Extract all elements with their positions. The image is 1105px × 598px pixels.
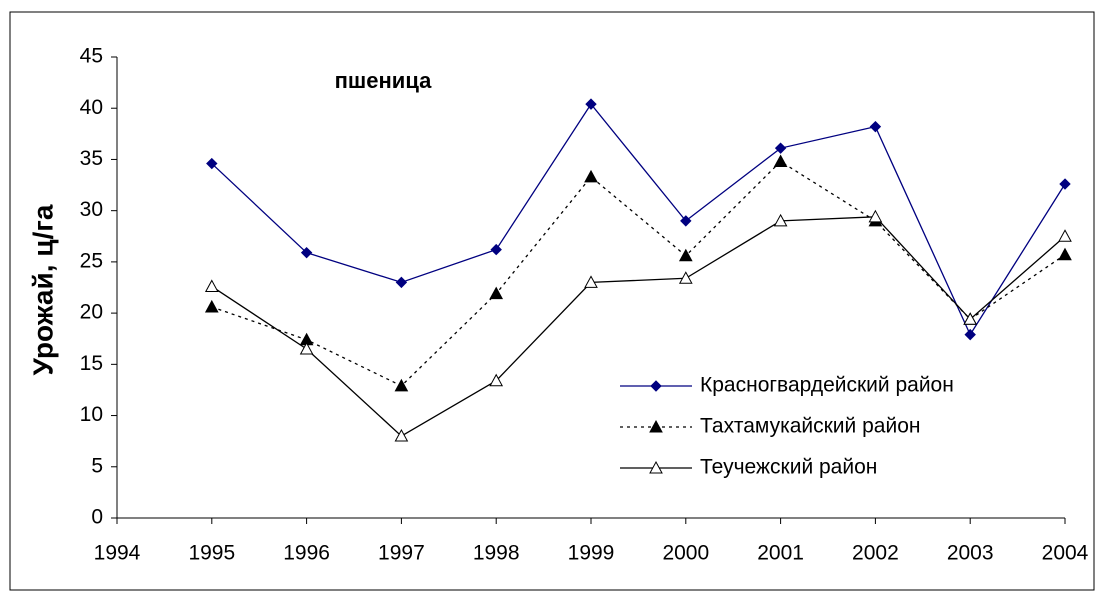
point (584, 169, 598, 183)
point (869, 120, 882, 133)
x-tick-label: 1998 (473, 542, 520, 565)
x-tick-label: 1997 (378, 542, 425, 565)
x-tick-label: 2001 (757, 542, 804, 565)
point (678, 248, 693, 262)
point (489, 286, 504, 300)
y-tick-label: 25 (80, 249, 103, 272)
y-tick-label: 30 (80, 198, 103, 221)
point (964, 328, 976, 341)
point (300, 246, 313, 259)
legend-marker (649, 419, 663, 433)
point (963, 312, 978, 325)
point (584, 275, 598, 288)
series-line (211, 216, 1066, 437)
chart-title: пшеница (335, 68, 432, 93)
point (585, 98, 597, 110)
point (394, 378, 409, 392)
y-tick-label: 5 (91, 454, 103, 477)
x-tick-label: 1995 (188, 542, 235, 565)
x-tick-label: 1994 (94, 542, 141, 565)
y-axis-label: Урожай, ц/га (27, 204, 58, 375)
point (1058, 229, 1072, 242)
x-tick-label: 1996 (283, 542, 330, 565)
legend-label: Теучежский район (700, 456, 877, 479)
point (678, 271, 693, 284)
point (680, 215, 692, 227)
chart-frame (9, 11, 1095, 591)
x-tick-label: 2000 (662, 542, 709, 565)
point (774, 142, 787, 154)
point (868, 209, 883, 223)
x-tick-label: 1999 (568, 542, 615, 565)
point (204, 279, 219, 292)
y-tick-label: 0 (91, 506, 103, 529)
y-tick-label: 35 (80, 147, 103, 170)
x-tick-label: 2004 (1042, 542, 1089, 565)
point (773, 154, 788, 167)
point (394, 428, 409, 442)
legend-label: Тахтамукайский район (700, 415, 920, 438)
point (206, 157, 218, 170)
point (490, 243, 502, 256)
series-line (211, 160, 1066, 387)
y-tick-label: 20 (80, 301, 103, 324)
legend-label: Красногвардейский район (700, 374, 954, 397)
point (299, 341, 314, 355)
point (395, 276, 408, 289)
legend-marker (649, 460, 663, 474)
point (773, 213, 788, 227)
legend-marker (650, 380, 662, 392)
y-tick-label: 40 (80, 96, 103, 119)
y-tick-label: 10 (80, 403, 103, 426)
point (204, 299, 219, 313)
point (1059, 178, 1071, 190)
y-tick-label: 45 (80, 45, 103, 68)
x-tick-label: 2003 (947, 542, 994, 565)
point (1058, 247, 1072, 261)
y-tick-label: 15 (80, 352, 103, 375)
x-tick-label: 2002 (852, 542, 899, 565)
point (489, 373, 504, 387)
series-line (211, 103, 1066, 336)
